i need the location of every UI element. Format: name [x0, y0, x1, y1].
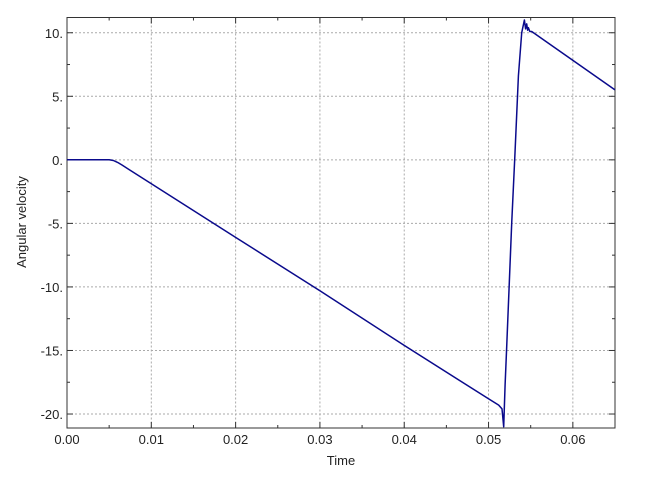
- x-tick-label: 0.01: [139, 432, 164, 447]
- y-tick-label: -15.: [41, 343, 63, 358]
- x-tick-label: 0.04: [392, 432, 417, 447]
- plot-frame: [66, 17, 616, 429]
- x-tick-labels: 0.00 0.01 0.02 0.03 0.04 0.05 0.06: [54, 432, 585, 447]
- y-axis-label: Angular velocity: [14, 176, 29, 268]
- x-tick-label: 0.02: [223, 432, 248, 447]
- x-tick-label: 0.05: [476, 432, 501, 447]
- series-line: [67, 19, 616, 428]
- x-tick-label: 0.03: [307, 432, 332, 447]
- y-tick-labels: 10. 5. 0. -5. -10. -15. -20.: [41, 26, 63, 422]
- y-tick-label: -20.: [41, 407, 63, 422]
- y-tick-label: 0.: [52, 153, 63, 168]
- y-tick-label: 10.: [45, 26, 63, 41]
- y-tick-label: -5.: [48, 216, 63, 231]
- x-tick-label: 0.06: [560, 432, 585, 447]
- y-tick-label: 5.: [52, 89, 63, 104]
- x-tick-label: 0.00: [54, 432, 79, 447]
- ticks: [66, 17, 615, 428]
- y-tick-label: -10.: [41, 280, 63, 295]
- x-axis-label: Time: [327, 453, 355, 468]
- grid: [67, 17, 615, 428]
